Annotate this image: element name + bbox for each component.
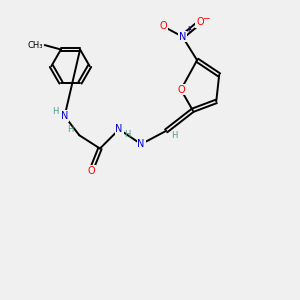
Text: O: O xyxy=(159,21,167,31)
Text: H: H xyxy=(171,131,178,140)
Text: N: N xyxy=(61,111,68,121)
Text: +: + xyxy=(185,25,191,34)
Text: CH₃: CH₃ xyxy=(28,40,43,50)
Text: N: N xyxy=(137,139,145,149)
Text: H: H xyxy=(52,107,59,116)
Text: N: N xyxy=(179,32,186,42)
Text: −: − xyxy=(202,13,210,22)
Text: H: H xyxy=(124,130,130,139)
Text: O: O xyxy=(177,85,185,94)
Text: O: O xyxy=(196,17,204,27)
Text: O: O xyxy=(87,166,95,176)
Text: N: N xyxy=(116,124,123,134)
Text: H: H xyxy=(67,125,73,134)
